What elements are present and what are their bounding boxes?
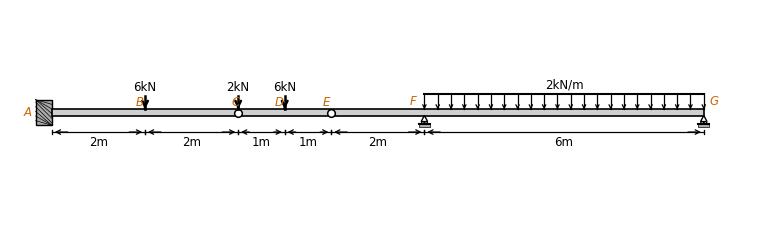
- Circle shape: [425, 122, 428, 124]
- Bar: [698, 124, 709, 126]
- Text: E: E: [323, 96, 330, 108]
- Text: F: F: [409, 95, 416, 108]
- Circle shape: [704, 122, 707, 124]
- Text: B: B: [135, 96, 144, 108]
- Text: 1m: 1m: [252, 136, 271, 149]
- Circle shape: [422, 122, 424, 124]
- Text: G: G: [709, 95, 718, 108]
- Text: C: C: [232, 96, 240, 108]
- Bar: [52, 110, 704, 115]
- Bar: [36, 100, 52, 125]
- Text: 2m: 2m: [368, 136, 387, 149]
- Polygon shape: [701, 115, 707, 122]
- Text: 2m: 2m: [89, 136, 108, 149]
- Text: A: A: [24, 106, 32, 119]
- Text: 2kN: 2kN: [226, 81, 249, 94]
- Text: 6kN: 6kN: [133, 81, 157, 94]
- Bar: [418, 124, 430, 126]
- Text: 2kN/m: 2kN/m: [545, 79, 584, 92]
- Text: 2m: 2m: [182, 136, 201, 149]
- Text: 6kN: 6kN: [273, 81, 296, 94]
- Polygon shape: [422, 115, 428, 122]
- Text: 1m: 1m: [298, 136, 317, 149]
- Text: D: D: [275, 96, 284, 108]
- Text: 6m: 6m: [555, 136, 574, 149]
- Circle shape: [701, 122, 704, 124]
